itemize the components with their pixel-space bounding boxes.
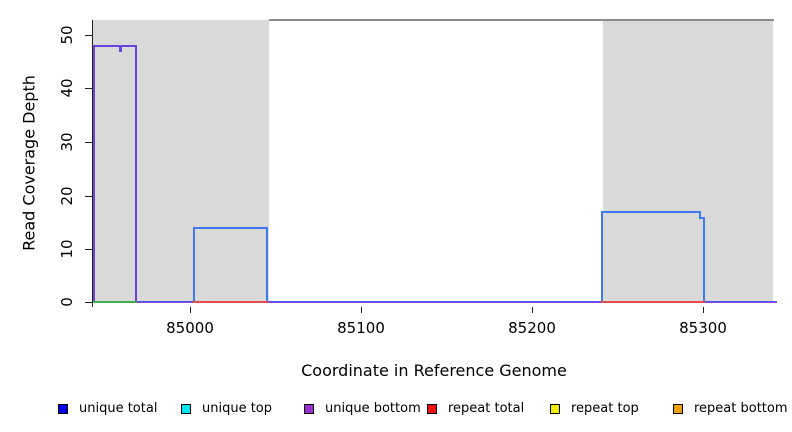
x-tick-label: 85000 [166,319,214,337]
x-tick-label: 85300 [679,319,727,337]
legend-item-unique-bottom: unique bottom [304,402,421,416]
legend-item-repeat-top: repeat top [550,402,639,416]
repeat-bottom-swatch-icon [673,404,683,414]
peak48-right-edge [135,45,137,302]
baseline-bluepurple-segment [268,301,601,303]
box17-left-edge [601,211,603,302]
legend-label: repeat top [571,401,639,416]
legend-item-repeat-bottom: repeat bottom [673,402,788,416]
legend-label: repeat total [448,401,525,416]
y-tick [85,196,93,197]
x-tick [532,307,533,313]
legend-label: repeat bottom [694,401,788,416]
unique-bottom-swatch-icon [304,404,314,414]
unique-top-swatch-icon [181,404,191,414]
baseline-green-segment [93,301,137,303]
repeat-total-swatch-icon [427,404,437,414]
unique-total-swatch-icon [58,404,68,414]
y-tick-label: 50 [58,25,76,45]
x-axis-title: Coordinate in Reference Genome [301,361,567,380]
shaded-region-left [93,20,269,302]
y-tick-label: 30 [58,132,76,152]
baseline-bluepurple-segment [137,301,193,303]
baseline-bluepurple-segment [705,301,777,303]
shaded-region-right [603,20,773,302]
y-tick-label: 10 [58,239,76,259]
peak48-top-line [93,45,137,47]
baseline-red-segment [193,301,268,303]
box14-left-edge [193,227,195,302]
legend-label: unique top [202,401,273,416]
legend-item-unique-total: unique total [58,402,157,416]
y-tick-label: 0 [58,297,76,307]
legend-item-repeat-total: repeat total [427,402,524,416]
repeat-top-swatch-icon [550,404,560,414]
y-tick [85,249,93,250]
y-tick-label: 40 [58,78,76,98]
baseline-red-segment [601,301,705,303]
y-tick [85,88,93,89]
y-axis-line [92,20,93,307]
x-tick-label: 85200 [508,319,556,337]
legend-label: unique bottom [325,401,421,416]
y-axis-title: Read Coverage Depth [19,75,39,251]
box17-right-edge [703,217,705,302]
y-tick [85,302,93,303]
y-tick-label: 20 [58,186,76,206]
x-tick [703,307,704,313]
x-tick [361,307,362,313]
legend-item-unique-top: unique top [181,402,272,416]
box17-step-top-line [699,217,705,219]
x-tick [190,307,191,313]
box14-top-line [193,227,268,229]
legend-label: unique total [79,401,158,416]
peak48-left-edge [93,45,95,302]
plot-top-frame-line [269,19,774,21]
y-tick [85,35,93,36]
peak48-notch [119,47,122,52]
box17-step-vertical [699,211,701,219]
y-tick [85,142,93,143]
box17-top-line [601,211,701,213]
x-tick-label: 85100 [337,319,385,337]
box14-right-edge [266,227,268,302]
